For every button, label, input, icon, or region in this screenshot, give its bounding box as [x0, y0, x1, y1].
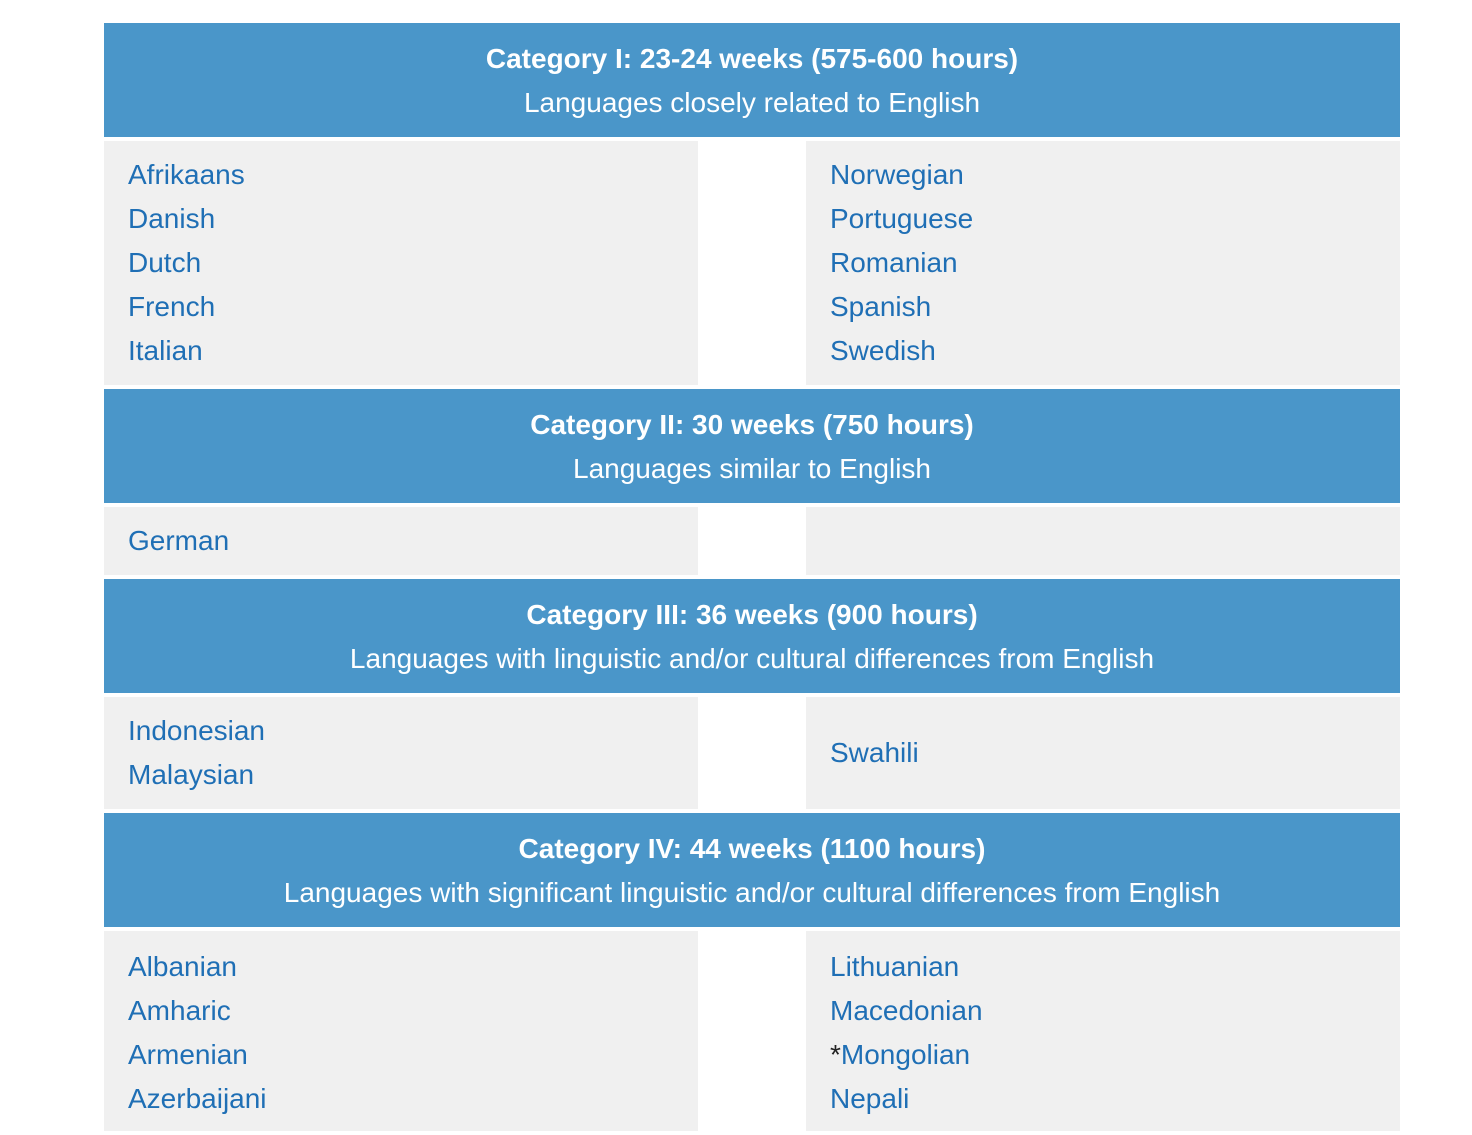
language-row: German: [104, 507, 1400, 575]
language-cell-left: Albanian Amharic Armenian Azerbaijani: [104, 931, 698, 1131]
category-header: Category II: 30 weeks (750 hours) Langua…: [104, 389, 1400, 503]
language-link[interactable]: Spanish: [830, 291, 932, 322]
language-cell-left: Indonesian Malaysian: [104, 697, 698, 809]
footnote-asterisk: *: [830, 1039, 841, 1070]
language-cell-right: Lithuanian Macedonian *Mongolian Nepali: [806, 931, 1400, 1131]
category-header: Category I: 23-24 weeks (575-600 hours) …: [104, 23, 1400, 137]
language-link[interactable]: Nepali: [830, 1083, 910, 1114]
category-subtitle: Languages with significant linguistic an…: [283, 877, 1221, 908]
category-title: Category IV: 44 weeks (1100 hours): [518, 833, 986, 864]
language-link[interactable]: Dutch: [128, 247, 202, 278]
language-link[interactable]: German: [128, 525, 230, 556]
language-link[interactable]: Armenian: [128, 1039, 248, 1070]
category-subtitle: Languages closely related to English: [523, 87, 981, 118]
language-link[interactable]: Swedish: [830, 335, 936, 366]
language-cell-right: Norwegian Portuguese Romanian Spanish Sw…: [806, 141, 1400, 385]
language-cell-left: German: [104, 507, 698, 575]
language-link[interactable]: Lithuanian: [830, 951, 960, 982]
language-item-with-mark: *Mongolian: [830, 1033, 1400, 1077]
language-link[interactable]: Romanian: [830, 247, 958, 278]
category-title: Category II: 30 weeks (750 hours): [530, 409, 974, 440]
language-link[interactable]: Danish: [128, 203, 216, 234]
language-link[interactable]: Azerbaijani: [128, 1083, 267, 1114]
language-link[interactable]: Amharic: [128, 995, 231, 1026]
language-link[interactable]: Norwegian: [830, 159, 964, 190]
language-cell-left: Afrikaans Danish Dutch French Italian: [104, 141, 698, 385]
language-link[interactable]: Italian: [128, 335, 203, 366]
language-cell-right: [806, 507, 1400, 575]
category-header: Category III: 36 weeks (900 hours) Langu…: [104, 579, 1400, 693]
language-link[interactable]: Afrikaans: [128, 159, 245, 190]
language-row: Indonesian Malaysian Swahili: [104, 697, 1400, 809]
language-link[interactable]: Malaysian: [128, 759, 255, 790]
category-header: Category IV: 44 weeks (1100 hours) Langu…: [104, 813, 1400, 927]
language-link[interactable]: Albanian: [128, 951, 237, 982]
category-title: Category III: 36 weeks (900 hours): [526, 599, 978, 630]
language-link[interactable]: French: [128, 291, 216, 322]
language-link[interactable]: Mongolian: [840, 1039, 971, 1070]
language-row: Afrikaans Danish Dutch French Italian No…: [104, 141, 1400, 385]
language-link[interactable]: Macedonian: [830, 995, 983, 1026]
language-link[interactable]: Portuguese: [830, 203, 974, 234]
category-subtitle: Languages with linguistic and/or cultura…: [349, 643, 1155, 674]
language-row: Albanian Amharic Armenian Azerbaijani Li…: [104, 931, 1400, 1131]
language-cell-right: Swahili: [806, 697, 1400, 809]
language-difficulty-table: Category I: 23-24 weeks (575-600 hours) …: [104, 23, 1400, 1135]
category-subtitle: Languages similar to English: [573, 453, 931, 484]
category-title: Category I: 23-24 weeks (575-600 hours): [485, 43, 1019, 74]
language-link[interactable]: Indonesian: [128, 715, 266, 746]
language-link[interactable]: Swahili: [830, 737, 919, 768]
